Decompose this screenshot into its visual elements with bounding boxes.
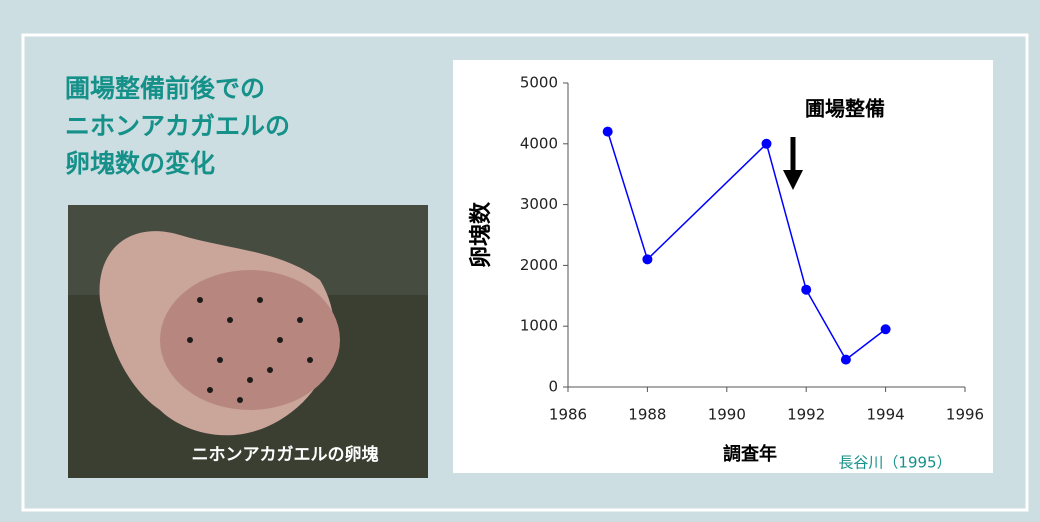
data-point <box>602 126 613 137</box>
x-tick-label: 1992 <box>787 406 825 424</box>
x-axis-label: 調査年 <box>723 443 777 465</box>
data-point <box>801 284 812 295</box>
data-point <box>840 354 851 365</box>
data-point <box>880 324 891 335</box>
y-tick-label: 3000 <box>520 195 558 213</box>
x-tick-label: 1994 <box>867 406 905 424</box>
data-point <box>761 138 772 149</box>
chart-panel <box>453 60 993 473</box>
annotation: 圃場整備 <box>805 97 885 121</box>
heading-line: ニホンアカガエルの <box>65 112 290 141</box>
data-point <box>642 254 653 265</box>
y-tick-label: 2000 <box>520 256 558 274</box>
x-tick-label: 1996 <box>946 406 984 424</box>
y-tick-label: 5000 <box>520 74 558 92</box>
data-line <box>606 131 887 361</box>
y-axis-label: 卵塊数 <box>468 201 494 268</box>
x-tick-label: 1988 <box>628 406 666 424</box>
source: 長谷川（1995） <box>838 454 951 472</box>
arrow-head <box>783 170 803 190</box>
y-tick-label: 0 <box>548 378 558 396</box>
x-tick-label: 1990 <box>708 406 746 424</box>
y-tick-label: 4000 <box>520 134 558 152</box>
heading-line: 卵塊数の変化 <box>65 149 215 178</box>
frame <box>21 33 1029 512</box>
photo: ニホンアカガエルの卵塊 <box>68 205 428 478</box>
y-tick-label: 1000 <box>520 317 558 335</box>
photo-caption: ニホンアカガエルの卵塊 <box>192 444 379 465</box>
x-tick-label: 1986 <box>549 406 587 424</box>
heading-line: 圃場整備前後での <box>65 74 265 103</box>
